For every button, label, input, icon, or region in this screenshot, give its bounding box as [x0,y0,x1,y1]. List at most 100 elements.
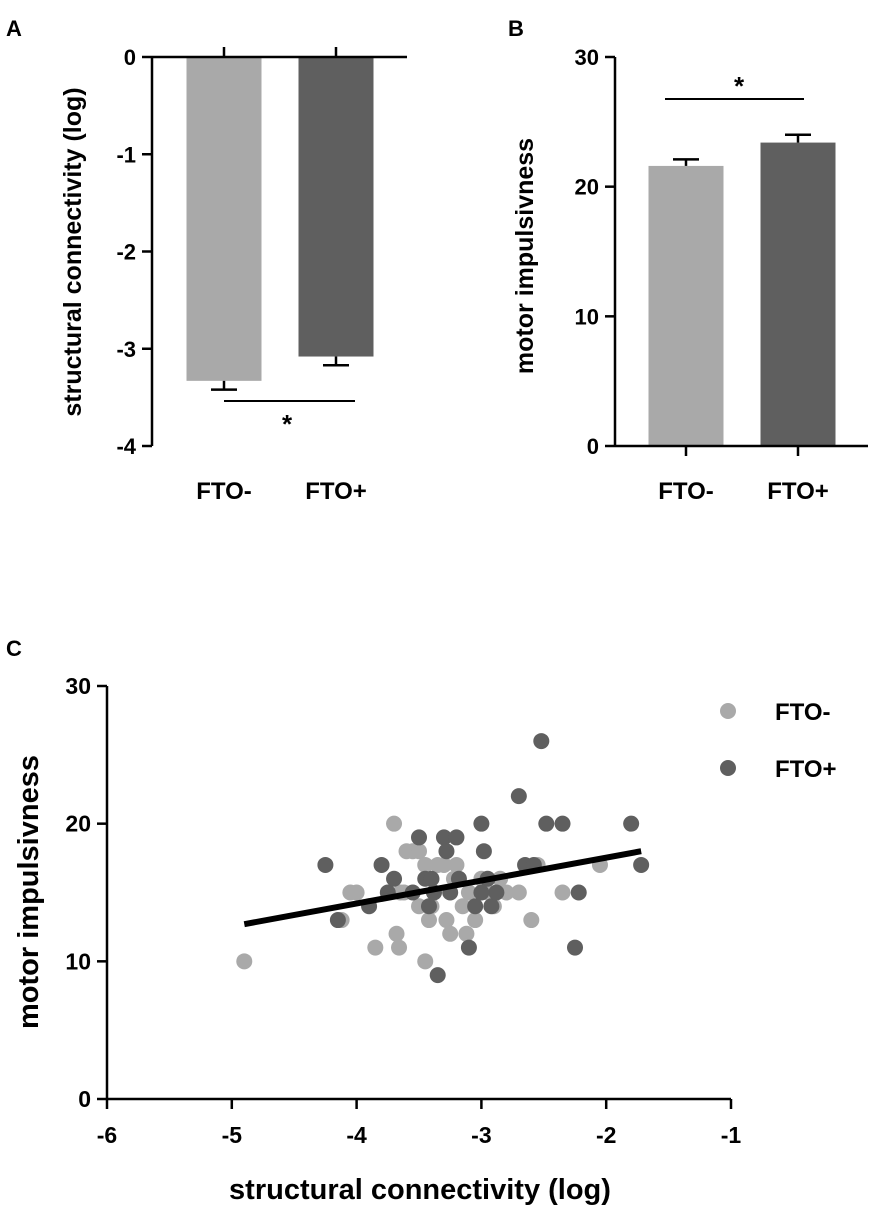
panel-c-point-fto-plus [423,870,440,887]
panel-b-category-label: FTO- [658,478,714,505]
panel-b-significance-star: * [734,71,745,101]
legend-label-fto-minus: FTO- [775,699,831,726]
panel-c-point-fto-minus [435,856,452,873]
panel-c-point-fto-minus [348,884,365,901]
panel-a-y-tick-label: 0 [124,45,136,70]
panel-c-point-fto-plus [317,856,334,873]
panel-c: C motor impulsivness structural connecti… [6,636,837,1206]
panel-c-point-fto-minus [367,939,384,956]
panel-c-point-fto-plus [429,967,446,984]
panel-c-point-fto-plus [633,856,650,873]
panel-c-x-tick-label: -2 [596,1122,616,1148]
panel-c-point-fto-plus [438,843,455,860]
panel-c-points [236,733,650,984]
panel-c-point-fto-minus [467,912,484,929]
panel-c-point-fto-plus [460,939,477,956]
panel-a-bar [186,57,262,381]
panel-a-y-tick-label: -2 [116,240,136,265]
panel-c-point-fto-minus [388,925,405,942]
panel-label-c: C [6,636,22,661]
panel-c-point-fto-plus [567,939,583,956]
legend-marker-fto-minus [720,703,736,719]
panel-c-point-fto-minus [554,884,571,901]
panel-a-y-ticks: 0 -1 -2 -3 -4 [116,45,152,459]
panel-c-point-fto-plus [435,829,452,846]
panel-c-x-axis-label: structural connectivity (log) [229,1174,611,1206]
panel-c-point-fto-plus [483,898,500,915]
panel-a-category-label: FTO- [196,478,252,505]
panel-c-y-tick-label: 30 [65,673,91,699]
panel-c-y-ticks: 0 10 20 30 [65,673,107,1112]
panel-c-point-fto-minus [454,898,471,915]
panel-b-bar [648,165,724,447]
panel-a-bars [186,57,374,391]
panel-c-point-fto-plus [533,733,550,750]
panel-c-point-fto-minus [448,856,465,873]
panel-c-point-fto-minus [391,939,408,956]
panel-c-x-tick-label: -4 [346,1122,367,1148]
panel-c-point-fto-plus [475,843,492,860]
panel-c-point-fto-plus [448,829,465,846]
panel-a-category-label: FTO+ [305,478,367,505]
panel-b-y-tick-label: 30 [575,45,599,70]
panel-c-x-tick-label: -5 [222,1122,243,1148]
panel-c-x-tick-label: -3 [471,1122,491,1148]
panel-c-y-tick-label: 10 [65,948,91,974]
panel-label-b: B [508,16,524,41]
panel-c-point-fto-plus [467,898,484,915]
panel-a-significance-star: * [282,409,293,439]
panel-c-x-tick-label: -6 [97,1122,117,1148]
panel-c-point-fto-plus [473,884,490,901]
panel-c-x-tick-label: -1 [721,1122,742,1148]
panel-c-point-fto-plus [570,884,587,901]
panel-b-y-axis-label: motor impulsivness [511,138,539,374]
panel-c-point-fto-plus [488,884,505,901]
panel-c-point-fto-plus [386,870,403,887]
panel-b-y-tick-label: 0 [587,434,599,459]
panel-b-y-ticks: 0 10 20 30 [575,45,615,459]
panel-b-y-tick-label: 10 [575,304,599,329]
panel-c-point-fto-plus [329,912,346,929]
panel-c-point-fto-minus [417,856,434,873]
panel-c-point-fto-minus [523,912,540,929]
panel-c-point-fto-minus [438,912,455,929]
panel-c-legend: FTO- FTO+ [720,699,837,783]
panel-a-y-axis-label: structural connectivity (log) [59,87,87,416]
panel-c-point-fto-minus [420,912,437,929]
panel-a-y-tick-label: -1 [116,142,136,167]
panel-c-point-fto-plus [473,815,490,832]
legend-marker-fto-plus [720,760,736,776]
panel-b-bars [648,133,836,447]
panel-c-point-fto-plus [420,898,437,915]
panel-c-point-fto-minus [458,925,475,942]
panel-a-y-tick-label: -3 [116,337,136,362]
panel-c-point-fto-plus [411,829,427,846]
panel-label-a: A [6,16,22,41]
panel-c-y-axis-label: motor impulsivness [13,755,45,1029]
panel-c-regression-line [243,848,642,928]
legend-label-fto-plus: FTO+ [775,756,837,783]
panel-c-point-fto-plus [510,788,527,805]
panel-c-point-fto-minus [386,815,403,832]
panel-b-y-tick-label: 20 [575,175,599,200]
panel-c-point-fto-minus [236,953,253,970]
panel-b-bar [760,142,836,446]
panel-a-x-ticks: FTO- FTO+ [196,47,367,505]
panel-b: B motor impulsivness 0 10 20 30 FTO- FTO+ * [508,16,868,505]
panel-c-point-fto-plus [623,815,640,832]
panel-c-x-ticks: -6 -5 -4 -3 -2 -1 [97,1099,742,1148]
panel-b-x-ticks: FTO- FTO+ [658,446,829,505]
panel-a-bar [298,57,374,357]
panel-c-y-tick-label: 0 [78,1086,91,1112]
panel-c-point-fto-plus [373,856,390,873]
panel-c-point-fto-minus [417,953,434,970]
panel-c-point-fto-plus [554,815,571,832]
panel-c-point-fto-minus [411,843,427,860]
panel-c-point-fto-minus [510,884,527,901]
panel-c-point-fto-minus [442,925,459,942]
panel-b-category-label: FTO+ [767,478,829,505]
panel-c-point-fto-minus [460,884,477,901]
panel-a-y-tick-label: -4 [116,434,136,459]
panel-c-y-tick-label: 20 [65,811,91,837]
